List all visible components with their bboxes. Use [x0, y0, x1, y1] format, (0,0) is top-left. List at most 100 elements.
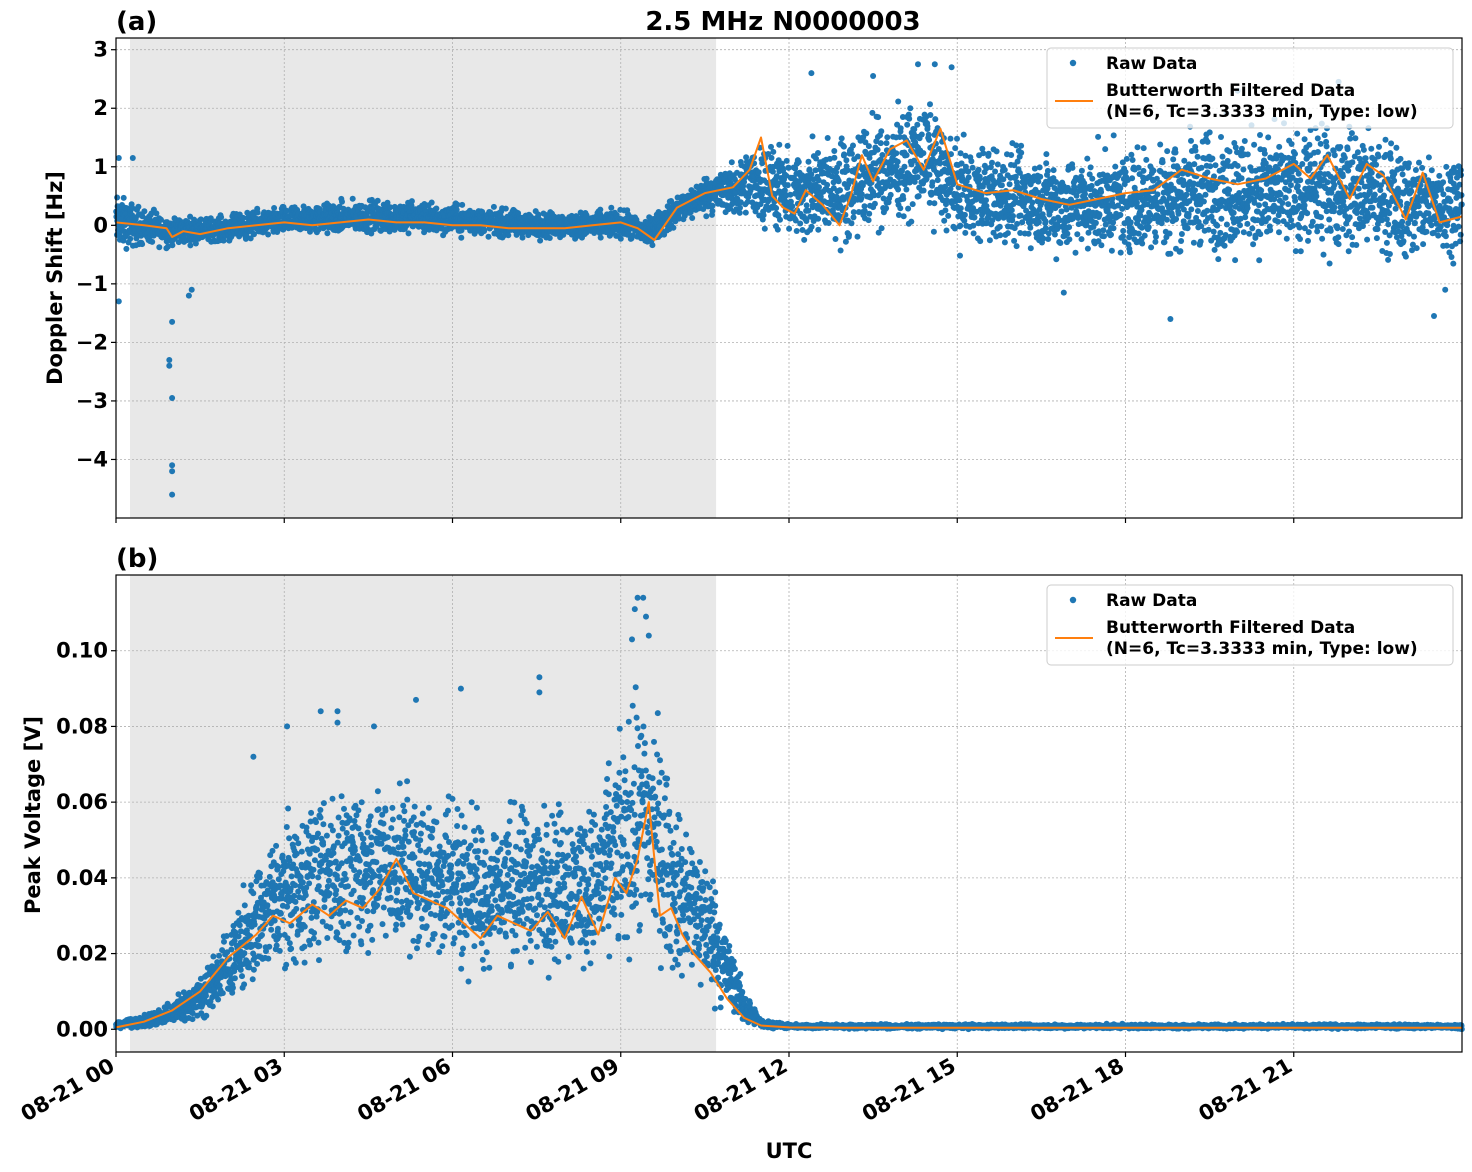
raw-point	[824, 181, 831, 188]
raw-point	[459, 201, 466, 208]
raw-point	[197, 216, 204, 223]
raw-point	[703, 213, 710, 220]
raw-point	[941, 217, 948, 224]
raw-point	[903, 152, 910, 159]
raw-point	[1063, 206, 1070, 213]
raw-point	[1072, 249, 1079, 256]
raw-point	[875, 114, 882, 121]
raw-point	[1184, 225, 1191, 232]
raw-point	[1400, 238, 1407, 245]
raw-point	[1347, 135, 1354, 142]
raw-point	[240, 214, 247, 221]
raw-point	[759, 160, 766, 167]
raw-point	[1353, 210, 1360, 216]
raw-point	[1014, 220, 1021, 227]
raw-point	[1025, 230, 1032, 237]
raw-point	[1287, 182, 1294, 189]
raw-point	[815, 215, 822, 222]
raw-point	[1188, 206, 1195, 213]
raw-point	[247, 235, 254, 242]
raw-point	[1101, 233, 1107, 240]
raw-point	[808, 223, 815, 230]
raw-point	[1078, 167, 1085, 174]
raw-point	[405, 230, 412, 237]
raw-point	[1037, 173, 1044, 180]
raw-point	[1064, 230, 1071, 237]
raw-point	[1297, 236, 1303, 242]
raw-point	[1314, 135, 1321, 142]
raw-point	[985, 150, 992, 157]
raw-point	[1145, 224, 1152, 231]
raw-point	[1276, 143, 1283, 150]
raw-point	[1399, 218, 1406, 225]
raw-point	[1256, 257, 1263, 264]
raw-point	[784, 142, 791, 149]
raw-point	[187, 242, 194, 249]
raw-point	[1058, 208, 1065, 215]
raw-point	[1057, 240, 1064, 246]
raw-point	[1206, 129, 1213, 136]
raw-point	[207, 215, 214, 222]
raw-point	[952, 145, 959, 152]
raw-point	[597, 206, 604, 213]
raw-point	[1204, 169, 1211, 176]
raw-point	[458, 234, 465, 241]
raw-point	[957, 252, 963, 259]
raw-point	[537, 237, 544, 244]
raw-point	[1226, 186, 1233, 193]
raw-point	[929, 179, 936, 186]
raw-point	[1197, 238, 1204, 245]
raw-point	[901, 163, 908, 170]
raw-point	[816, 184, 822, 191]
raw-point	[1251, 141, 1258, 148]
raw-point	[1301, 136, 1308, 143]
raw-point	[836, 160, 843, 167]
raw-point	[776, 141, 783, 148]
raw-point	[850, 214, 857, 221]
raw-point	[1078, 236, 1085, 243]
raw-point	[1326, 260, 1333, 267]
raw-point	[783, 157, 790, 164]
raw-point	[1283, 235, 1290, 242]
raw-point	[1001, 239, 1008, 246]
raw-point	[1194, 208, 1201, 214]
raw-point	[1341, 154, 1348, 161]
raw-point	[1120, 227, 1127, 234]
raw-point	[1241, 138, 1248, 144]
raw-point	[877, 140, 884, 147]
raw-point	[1304, 210, 1311, 217]
raw-point	[960, 131, 967, 138]
raw-point	[243, 232, 250, 238]
raw-point	[1294, 183, 1301, 189]
raw-point	[1163, 216, 1170, 223]
raw-point	[1127, 219, 1134, 226]
raw-point	[815, 226, 822, 233]
raw-point	[490, 203, 497, 210]
raw-point	[1164, 148, 1171, 155]
raw-point	[1352, 135, 1359, 142]
raw-point	[878, 225, 885, 232]
raw-point	[1371, 191, 1378, 198]
raw-point	[1170, 156, 1177, 163]
raw-point	[728, 159, 735, 166]
raw-point	[1317, 140, 1324, 147]
raw-point	[1373, 235, 1380, 242]
raw-point	[1029, 199, 1036, 206]
raw-point	[251, 231, 257, 238]
raw-point	[1084, 245, 1091, 252]
raw-point	[1198, 164, 1205, 171]
raw-point	[1309, 218, 1316, 225]
raw-point	[114, 194, 121, 201]
raw-point	[824, 135, 831, 141]
raw-point	[954, 135, 960, 142]
raw-point	[1224, 157, 1231, 164]
raw-point	[649, 242, 656, 249]
raw-point	[925, 131, 932, 138]
raw-point	[123, 245, 130, 252]
raw-point	[1098, 189, 1105, 195]
raw-point	[265, 231, 272, 238]
raw-point	[1150, 167, 1157, 174]
raw-point	[1297, 177, 1304, 184]
raw-point	[1084, 155, 1091, 162]
raw-point	[831, 154, 838, 161]
